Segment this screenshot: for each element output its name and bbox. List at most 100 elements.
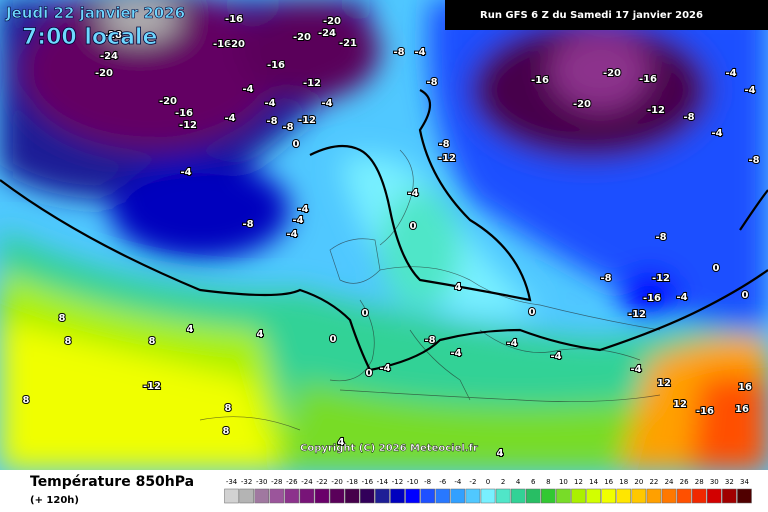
- legend-swatch: [737, 488, 752, 504]
- contour-label: 8: [223, 426, 230, 437]
- legend-label: -8: [424, 478, 431, 486]
- contour-label: -20: [323, 16, 341, 27]
- legend-swatch: [405, 488, 420, 504]
- contour-label: -4: [550, 351, 561, 362]
- legend-label: 34: [740, 478, 749, 486]
- legend-label: -32: [241, 478, 252, 486]
- contour-label: -4: [506, 338, 517, 349]
- contour-label: -16: [225, 14, 243, 25]
- legend-label: -30: [256, 478, 267, 486]
- legend-label: 16: [604, 478, 613, 486]
- copyright: Copyright (C) 2026 Meteociel.fr: [300, 443, 478, 454]
- contour-label: -24: [100, 51, 118, 62]
- legend-label: 4: [516, 478, 521, 486]
- legend-swatch: [541, 488, 556, 504]
- legend-swatch: [510, 488, 526, 504]
- legend-swatch: [480, 488, 496, 504]
- contour-label: 4: [497, 448, 504, 459]
- legend-label: 26: [680, 478, 689, 486]
- contour-label: -28: [104, 30, 122, 41]
- contour-label: -8: [393, 47, 404, 58]
- legend-swatch: [722, 488, 737, 504]
- contour-label: -12: [298, 115, 316, 126]
- contour-label: -4: [725, 68, 736, 79]
- contour-label: 4: [455, 282, 462, 293]
- contour-label: 0: [293, 139, 300, 150]
- contour-label: -12: [652, 273, 670, 284]
- legend-swatch: [314, 488, 330, 504]
- contour-label: -12: [303, 78, 321, 89]
- contour-label: -4: [180, 167, 191, 178]
- legend-label: -16: [362, 478, 374, 486]
- contour-label: -20: [603, 68, 621, 79]
- contour-label: -8: [282, 122, 293, 133]
- legend-swatch: [601, 488, 616, 504]
- contour-label: 0: [362, 308, 369, 319]
- legend-label: 24: [665, 478, 674, 486]
- legend-label: -4: [454, 478, 462, 486]
- legend-swatch: [284, 488, 300, 504]
- contour-label: -12: [647, 105, 665, 116]
- legend-label: -28: [271, 478, 282, 486]
- legend-swatch: [239, 488, 254, 504]
- contour-label: -24: [318, 28, 336, 39]
- contour-label: -4: [711, 128, 722, 139]
- contour-label: 4: [338, 437, 345, 448]
- legend-swatch: [224, 488, 239, 504]
- contour-label: 0: [713, 263, 720, 274]
- legend-label: -2: [469, 478, 476, 486]
- legend-label: 18: [619, 478, 628, 486]
- contour-label: 0: [742, 290, 749, 301]
- contour-label: 0: [330, 334, 337, 345]
- contour-label: 0: [366, 368, 373, 379]
- legend-swatch: [586, 488, 601, 504]
- contour-label: 0: [529, 307, 536, 318]
- contour-label: -16: [643, 293, 661, 304]
- valid-date: Jeudi 22 janvier 2026: [5, 4, 185, 22]
- contour-label: -20: [95, 68, 113, 79]
- contour-label: 12: [673, 399, 687, 410]
- legend-swatch: [616, 488, 632, 504]
- contour-label: -4: [297, 204, 308, 215]
- legend-label: 10: [559, 478, 568, 486]
- legend-swatch: [525, 488, 541, 504]
- legend-label: 32: [725, 478, 734, 486]
- contour-label: -16: [213, 39, 231, 50]
- contour-label: -4: [630, 364, 641, 375]
- contour-label: -4: [407, 188, 418, 199]
- contour-label: 16: [735, 404, 749, 415]
- contour-label: -21: [339, 38, 357, 49]
- legend-swatch: [420, 488, 435, 504]
- legend-label: -34: [226, 478, 238, 486]
- contour-label: -8: [655, 232, 666, 243]
- legend-label: 20: [634, 478, 643, 486]
- contour-label: -4: [676, 292, 687, 303]
- legend-label: 2: [501, 478, 505, 486]
- legend-label: 6: [531, 478, 536, 486]
- contour-label: -4: [292, 215, 303, 226]
- footer-title: Température 850hPa: [30, 474, 194, 490]
- legend-swatch: [390, 488, 405, 504]
- legend-label: -10: [407, 478, 418, 486]
- contour-label: -16: [696, 406, 714, 417]
- contour-label: -8: [424, 335, 435, 346]
- contour-label: 8: [59, 313, 66, 324]
- legend-swatch: [556, 488, 571, 504]
- legend-label: -14: [377, 478, 389, 486]
- lead-time: (+ 120h): [30, 495, 79, 506]
- legend-swatch: [375, 488, 390, 504]
- contour-label: -12: [438, 153, 456, 164]
- legend-label: -12: [392, 478, 403, 486]
- contour-label: -4: [264, 98, 275, 109]
- legend-label: -20: [331, 478, 342, 486]
- contour-label: -8: [266, 116, 277, 127]
- contour-label: -12: [628, 309, 646, 320]
- contour-label: -12: [179, 120, 197, 131]
- contour-label: -16: [531, 75, 549, 86]
- legend-swatch: [450, 488, 466, 504]
- contour-label: -8: [748, 155, 759, 166]
- legend-label: 30: [710, 478, 719, 486]
- contour-label: -8: [242, 219, 253, 230]
- legend-label: -6: [439, 478, 447, 486]
